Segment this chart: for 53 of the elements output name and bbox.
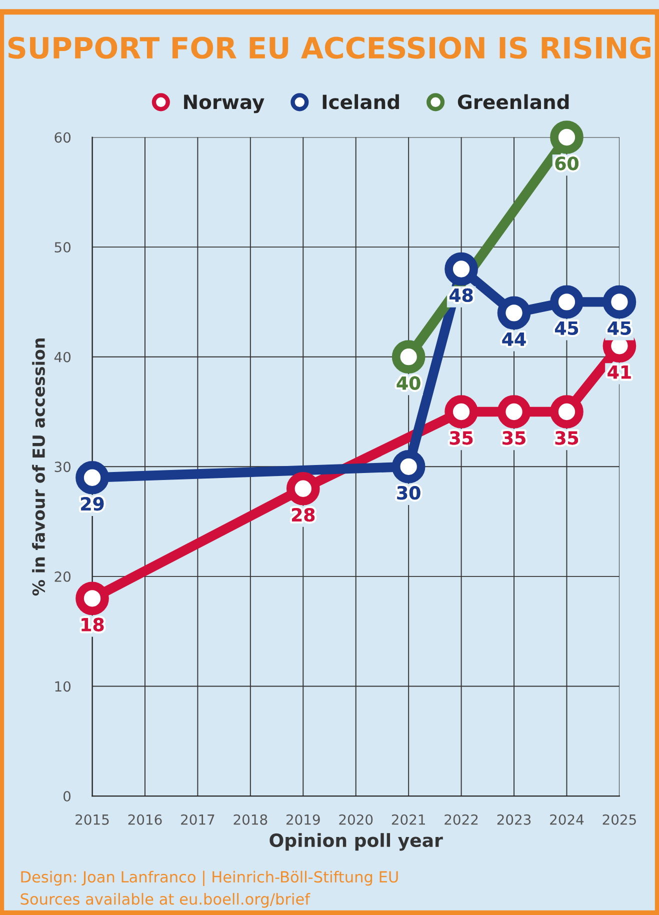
data-label: 18 bbox=[82, 618, 104, 632]
legend-label: Norway bbox=[184, 94, 264, 114]
point bbox=[550, 285, 584, 319]
point bbox=[497, 296, 531, 330]
point bbox=[550, 395, 584, 428]
x-tick-label: 2024 bbox=[550, 814, 584, 825]
data-label: 45 bbox=[608, 322, 631, 335]
point bbox=[550, 120, 584, 154]
point bbox=[392, 450, 426, 484]
data-label: 35 bbox=[555, 431, 578, 445]
y-tick-label: 10 bbox=[55, 681, 71, 692]
x-tick-label: 2016 bbox=[128, 814, 162, 825]
data-label: 30 bbox=[397, 486, 420, 500]
text: Design: Joan Lanfranco | Heinrich-Böll-Stiftung EU bbox=[21, 870, 398, 886]
x-tick-label: 2021 bbox=[392, 814, 425, 825]
y-tick-label: 40 bbox=[54, 352, 71, 362]
data-label: 29 bbox=[81, 496, 104, 511]
data-label: 48 bbox=[450, 288, 473, 302]
x-tick-label: 2017 bbox=[181, 814, 214, 825]
point bbox=[76, 582, 109, 616]
point bbox=[76, 460, 109, 494]
legend-label: Iceland bbox=[322, 94, 399, 110]
point bbox=[444, 395, 478, 428]
data-label: 60 bbox=[555, 156, 578, 170]
y-tick-label: 60 bbox=[54, 132, 71, 143]
y-tick-label: 20 bbox=[54, 571, 71, 582]
data-label: 45 bbox=[554, 322, 578, 335]
source-note: Sources available at eu.boell.org/brief bbox=[20, 892, 310, 908]
x-tick-label: 2018 bbox=[234, 814, 268, 825]
x-tick-label: 2020 bbox=[339, 814, 373, 825]
data-label: 35 bbox=[450, 431, 473, 445]
data-label: 41 bbox=[608, 365, 631, 379]
point bbox=[392, 340, 426, 374]
y-tick-label: 50 bbox=[54, 242, 71, 253]
x-axis-title: Opinion poll year bbox=[270, 833, 443, 851]
point bbox=[286, 472, 320, 506]
data-label: 35 bbox=[502, 431, 526, 445]
point bbox=[444, 252, 478, 286]
point bbox=[602, 285, 636, 319]
data-label: 40 bbox=[396, 376, 420, 390]
x-tick-label: 2015 bbox=[76, 814, 109, 825]
point bbox=[497, 395, 531, 428]
data-label: 44 bbox=[502, 332, 526, 346]
y-axis-title: % in favour of EU accession bbox=[32, 338, 45, 596]
legend-label: Greenland bbox=[458, 94, 569, 110]
chart-title: SUPPORT FOR EU ACCESSION IS RISING bbox=[8, 36, 650, 59]
x-tick-label: 2025 bbox=[602, 814, 636, 825]
y-tick-label: 0 bbox=[64, 791, 71, 802]
x-tick-label: 2019 bbox=[286, 814, 320, 825]
x-tick-label: 2023 bbox=[497, 814, 531, 825]
data-label: 28 bbox=[292, 508, 315, 522]
x-tick-label: 2022 bbox=[444, 814, 478, 825]
y-tick-label: 30 bbox=[54, 462, 71, 472]
